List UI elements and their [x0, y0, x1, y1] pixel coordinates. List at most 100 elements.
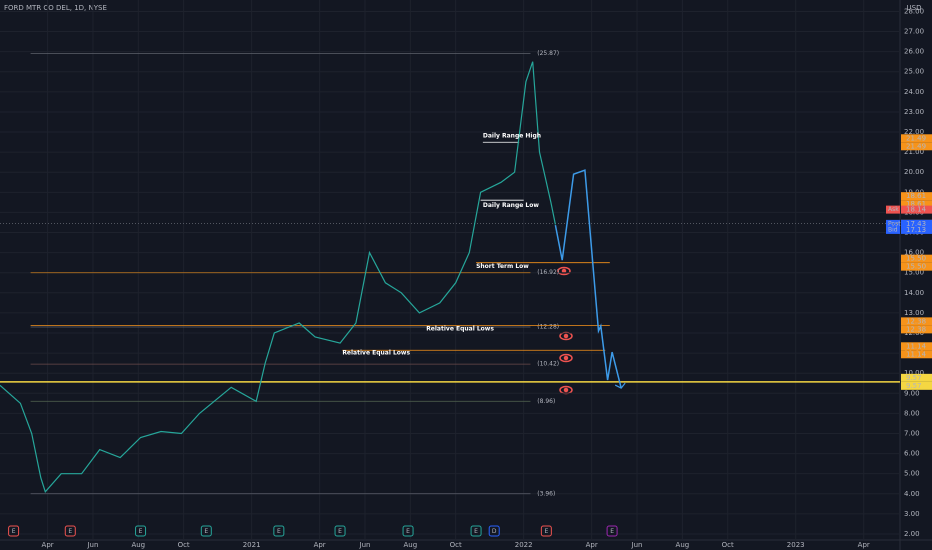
event-label: E [406, 528, 410, 535]
price-tag-label: 12.38 [906, 317, 926, 325]
x-tick-label: 2022 [515, 541, 533, 549]
y-tick-label: 3.00 [904, 510, 920, 518]
y-tick-label: 26.00 [904, 48, 924, 56]
price-tag [901, 381, 932, 390]
event-marker [334, 525, 346, 537]
price-tag-label: 9.57 [906, 382, 922, 390]
price-tag-label: 18.61 [906, 192, 926, 200]
event-label: E [139, 528, 143, 535]
currency: USD [907, 4, 922, 12]
event-label: E [68, 528, 72, 535]
quote-name: Post [888, 220, 901, 227]
quote-name-tag [886, 225, 900, 234]
y-tick-label: 8.00 [904, 409, 920, 417]
y-tick-label: 5.00 [904, 470, 920, 478]
annotation: Relative Equal Lows [342, 350, 410, 357]
price-tag-label: 15.50 [906, 263, 926, 271]
quote-name-tag [886, 205, 900, 214]
y-tick-label: 7.00 [904, 429, 920, 437]
x-tick-label: Jun [631, 541, 643, 549]
x-tick-label: Jun [359, 541, 371, 549]
quote-tag [901, 219, 932, 228]
x-tick-label: Aug [403, 541, 417, 549]
price-tag-label: 12.38 [906, 325, 926, 333]
y-tick-label: 20.00 [904, 168, 924, 176]
quote-label: 17.13 [906, 226, 926, 234]
event-marker [64, 525, 76, 537]
x-tick-label: Aug [131, 541, 145, 549]
quote-label: 18.14 [906, 206, 927, 214]
price-tag-label: 21.49 [906, 142, 926, 150]
event-label: E [12, 528, 16, 535]
fib-label: (25.87) [537, 50, 559, 57]
event-marker [135, 525, 147, 537]
x-tick-label: Jun [86, 541, 98, 549]
price-tag [901, 262, 932, 271]
quote-name-tag [886, 219, 900, 228]
price-line [0, 61, 556, 493]
y-tick-label: 24.00 [904, 88, 924, 96]
quote-name: Bid [888, 226, 898, 233]
x-tick-label: Oct [178, 541, 190, 549]
price-tag-label: 11.14 [906, 342, 927, 350]
y-tick-label: 27.00 [904, 28, 924, 36]
annotation: Short Term Low [476, 263, 529, 270]
chart-title: FORD MTR CO DEL, 1D, NYSE [4, 4, 107, 12]
event-label: E [338, 528, 342, 535]
y-tick-label: 14.00 [904, 289, 924, 297]
price-tag [901, 254, 932, 263]
price-tag [901, 142, 932, 151]
event-marker [470, 525, 482, 537]
event-marker [540, 525, 552, 537]
annotation: Daily Range Low [483, 202, 539, 209]
y-tick-label: 13.00 [904, 309, 924, 317]
x-tick-label: 2021 [243, 541, 261, 549]
x-tick-label: Apr [314, 541, 326, 549]
x-tick-label: Oct [722, 541, 734, 549]
price-tag [901, 200, 932, 209]
quote-tag [901, 225, 932, 234]
price-tag-label: 18.61 [906, 200, 926, 208]
quote-tag [901, 205, 932, 214]
price-tag [901, 134, 932, 143]
event-label: D [492, 528, 497, 535]
event-marker [488, 525, 500, 537]
x-tick-label: Apr [42, 541, 54, 549]
x-tick-label: Oct [450, 541, 462, 549]
event-label: E [277, 528, 281, 535]
event-marker [273, 525, 285, 537]
quote-name: Ask [888, 206, 899, 213]
y-tick-label: 16.00 [904, 249, 924, 257]
event-marker [8, 525, 20, 537]
y-tick-label: 15.00 [904, 269, 924, 277]
event-label: E [610, 528, 614, 535]
y-tick-label: 21.00 [904, 148, 924, 156]
price-tag [901, 192, 932, 201]
annotation: Relative Equal Lows [426, 325, 494, 332]
fib-label: (12.28) [537, 323, 559, 330]
fib-label: (8.96) [537, 398, 555, 405]
price-tag-label: 21.49 [906, 134, 926, 142]
price-tag-label: 11.14 [906, 350, 927, 358]
x-tick-label: Apr [858, 541, 870, 549]
y-tick-label: 9.00 [904, 389, 920, 397]
price-tag [901, 350, 932, 359]
y-tick-label: 4.00 [904, 490, 920, 498]
event-label: E [204, 528, 208, 535]
y-tick-label: 10.00 [904, 369, 924, 377]
fib-label: (16.92) [537, 269, 559, 276]
event-marker [200, 525, 212, 537]
fib-label: (3.96) [537, 490, 555, 497]
event-marker [606, 525, 618, 537]
x-tick-label: Aug [676, 541, 690, 549]
y-tick-label: 25.00 [904, 68, 924, 76]
y-tick-label: 2.00 [904, 530, 920, 538]
y-tick-label: 6.00 [904, 450, 920, 458]
quote-label: 17.43 [906, 220, 926, 228]
x-tick-label: 2023 [787, 541, 805, 549]
y-tick-label: 22.00 [904, 128, 924, 136]
price-tag [901, 373, 932, 382]
price-tag [901, 317, 932, 326]
